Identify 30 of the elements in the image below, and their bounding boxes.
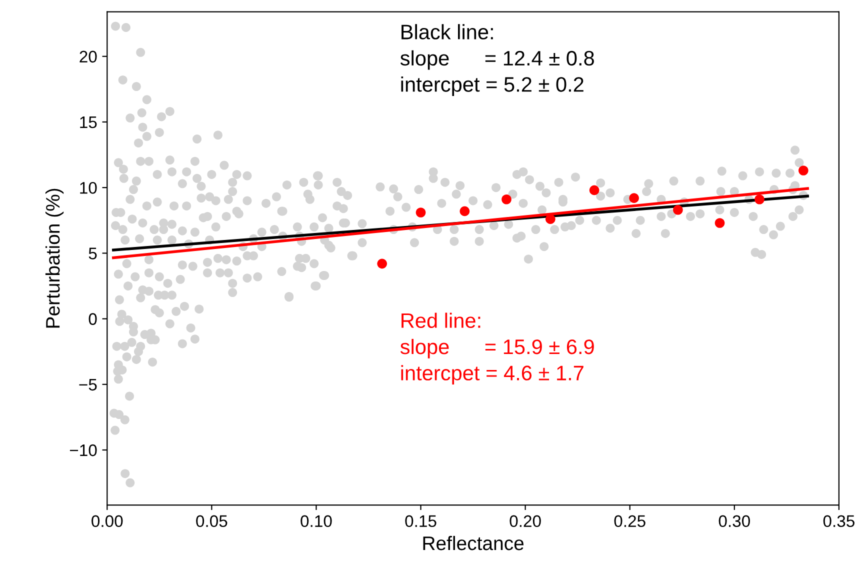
annotation: Red line: slope = 15.9 ± 6.9 intercpet = 4.6 ± 1.7 (400, 312, 594, 385)
point (589, 185, 600, 196)
x-tick-label: 0.10 (300, 515, 332, 528)
point (416, 208, 426, 218)
point (629, 193, 639, 203)
annotation: Black line: slope = 12.4 ± 0.8 intercpet = 5.2 ± 0.2 (400, 24, 594, 96)
x-tick-label: 0.05 (196, 515, 228, 528)
y-tick-label: 15 (80, 116, 97, 128)
point (545, 214, 556, 224)
point (673, 204, 683, 215)
x-tick-label: 0.20 (510, 515, 541, 528)
x-tick-label: 0.15 (405, 515, 436, 528)
point (798, 166, 808, 176)
y-axis-title: Perturbation (%) (45, 188, 64, 328)
y-tick-label: 10 (80, 182, 97, 194)
point (502, 194, 512, 204)
x-tick-label: 0.35 (823, 515, 854, 528)
point (714, 218, 725, 228)
point (377, 258, 387, 269)
point (460, 206, 470, 216)
x-tick-label: 0.30 (718, 515, 750, 528)
y-tick-label: 20 (80, 50, 97, 63)
x-tick-label: 0.25 (614, 515, 646, 528)
point (754, 194, 764, 204)
y-tick-label: −10 (70, 444, 97, 456)
x-axis-title: Reflectance (423, 536, 524, 550)
y-tick-label: −5 (79, 378, 97, 391)
y-tick-label: 0 (88, 313, 97, 325)
x-tick-label: 0.00 (92, 515, 123, 528)
y-tick-label: 5 (88, 248, 97, 260)
